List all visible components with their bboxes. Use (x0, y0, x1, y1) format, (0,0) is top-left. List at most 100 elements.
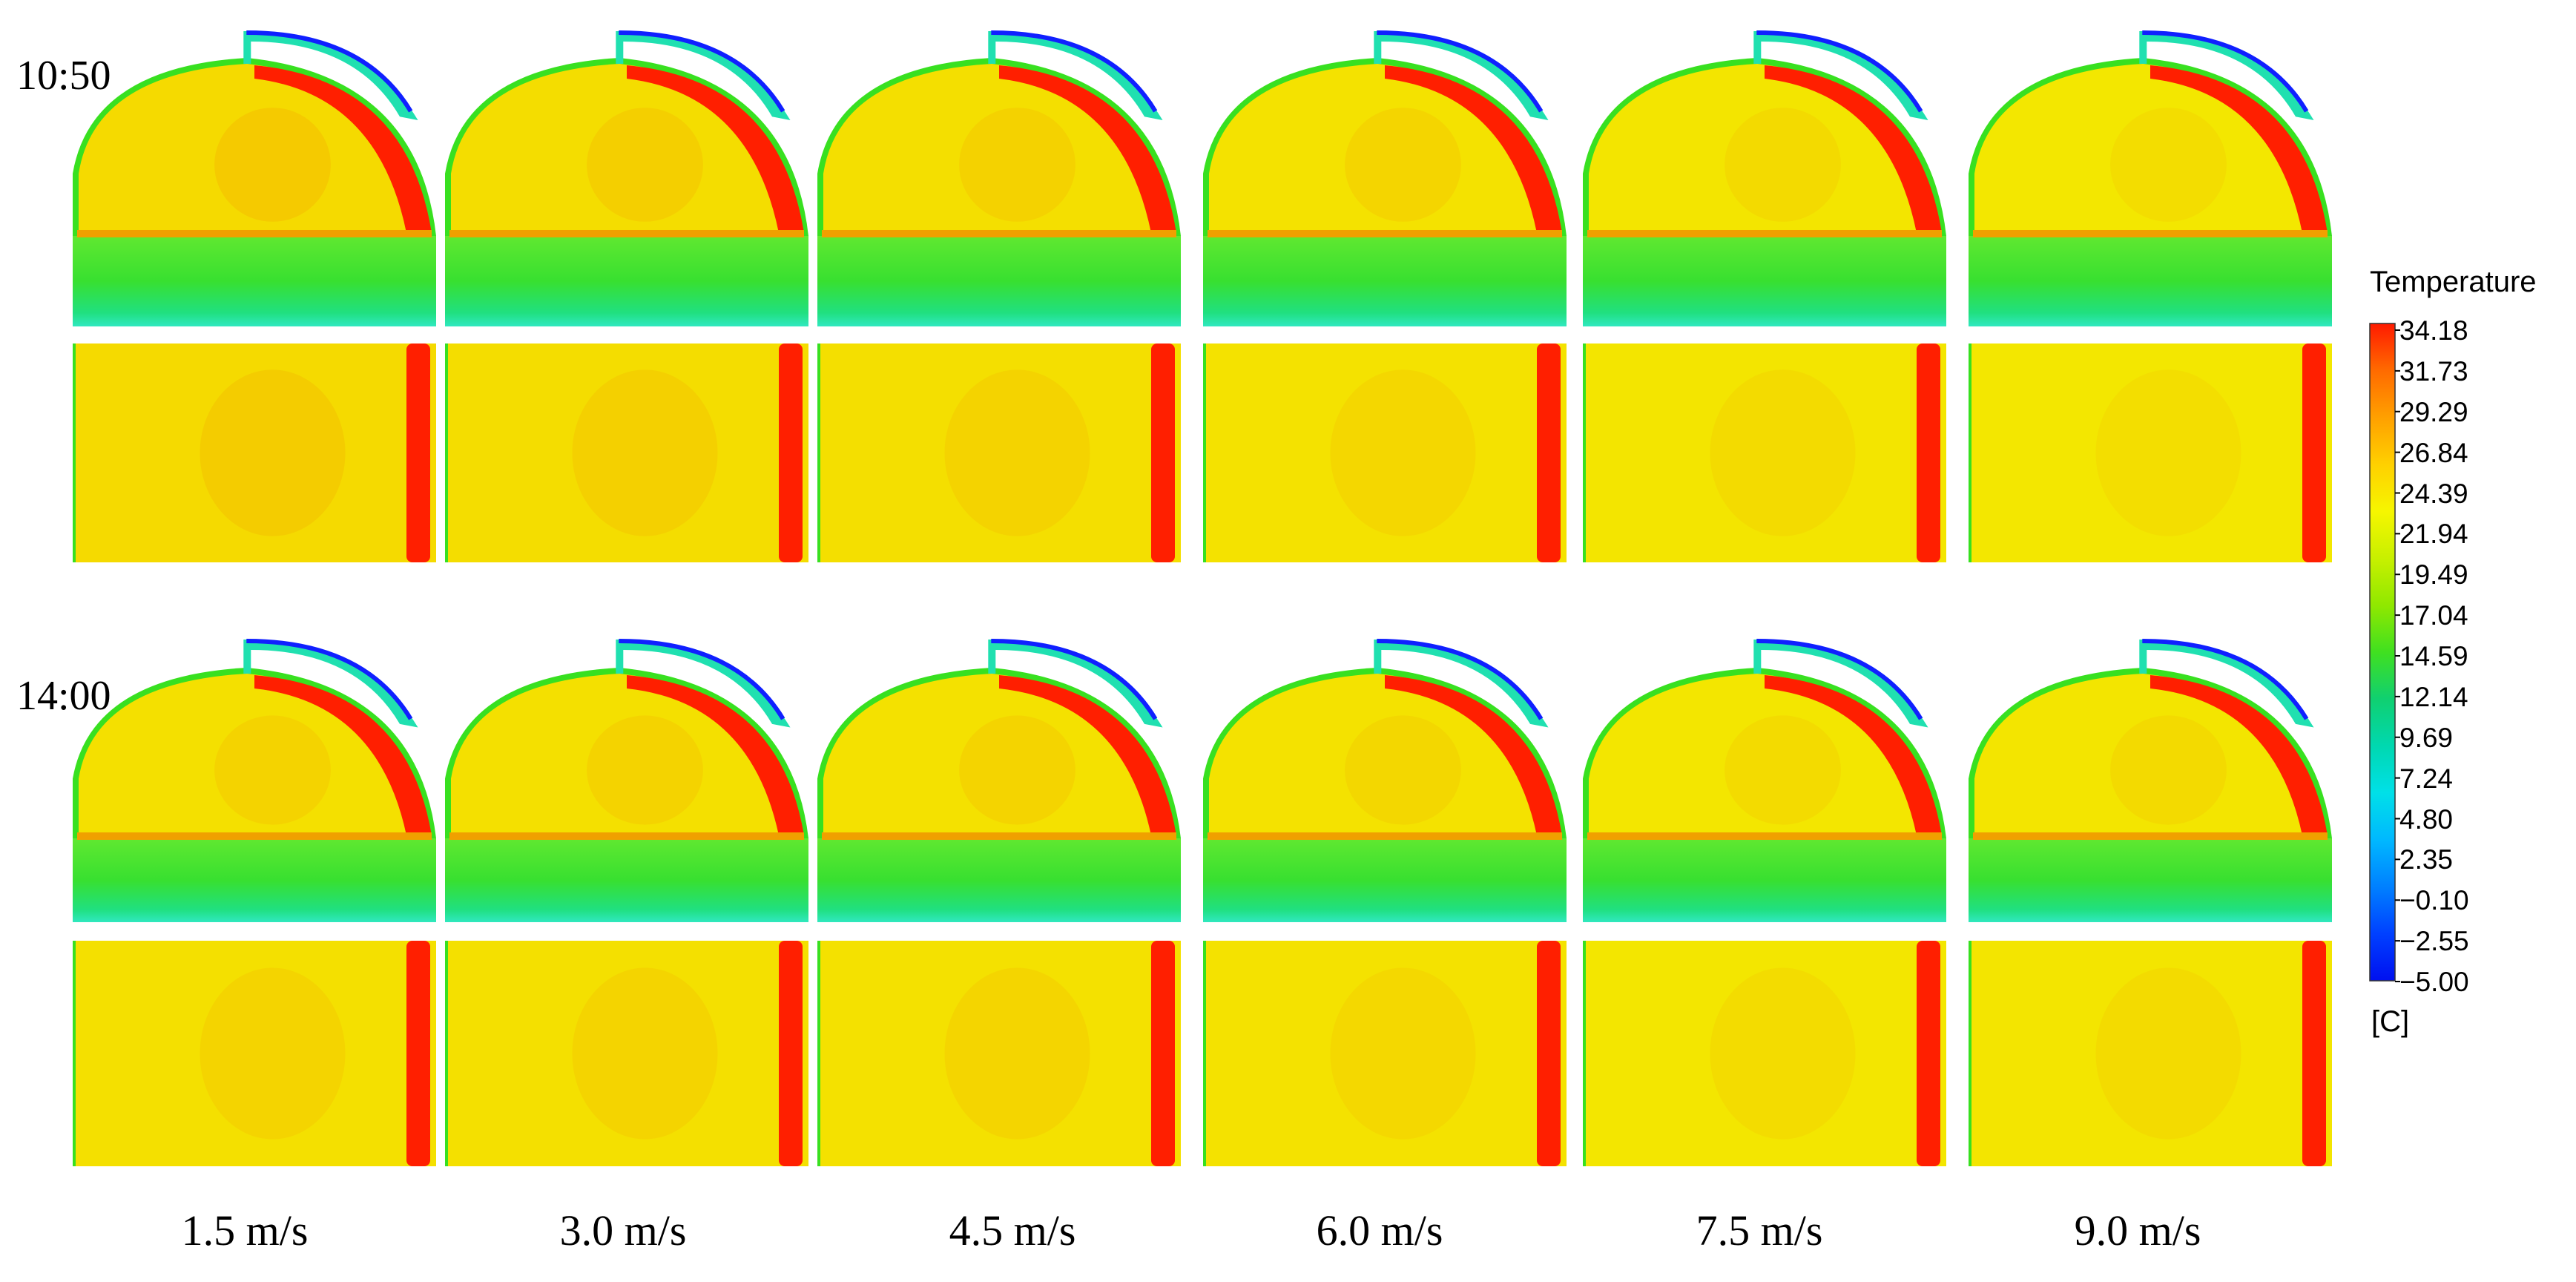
plan-edge (73, 941, 76, 1166)
vent-cold-stream (991, 639, 1158, 720)
colorbar-tick-label: 34.18 (2399, 315, 2468, 346)
floor-line (1973, 230, 2328, 237)
warm-zone (214, 108, 331, 222)
floor-line (1973, 832, 2328, 840)
vent-cold-stream (1756, 30, 1923, 113)
plan-warm-zone (572, 967, 718, 1140)
soil-layer (1969, 236, 2332, 326)
vent-duct (616, 639, 791, 728)
north-wall-hot-band (2150, 675, 2328, 835)
vent-cold-stream (2142, 639, 2309, 720)
warm-zone (214, 715, 331, 825)
plan-warm-zone (1710, 967, 1856, 1140)
colorbar-title: Temperature (2370, 266, 2537, 298)
north-wall-hot-band (1765, 65, 1942, 233)
section-panel (73, 639, 436, 1166)
floor-line (1587, 230, 1942, 237)
plan-north-wall-band (1917, 343, 1940, 562)
warm-zone (587, 108, 703, 222)
soil-layer (1203, 838, 1567, 922)
plan-edge (1969, 941, 1971, 1166)
plan-edge (1203, 941, 1206, 1166)
colorbar-tick-label: 9.69 (2399, 722, 2454, 753)
vent-duct (1374, 639, 1549, 728)
floor-line (449, 230, 804, 237)
vent-duct (988, 30, 1163, 120)
north-wall-hot-band (2150, 65, 2328, 233)
colorbar-tick-label: 4.80 (2399, 803, 2454, 835)
plan-edge (1203, 343, 1206, 562)
plan-north-wall-band (779, 343, 803, 562)
warm-zone (1725, 108, 1841, 222)
section-panel (817, 30, 1181, 562)
plan-edge (445, 941, 448, 1166)
plan-edge (1969, 343, 1971, 562)
plan-warm-zone (1330, 967, 1476, 1140)
speed-label-3: 4.5 m/s (949, 1206, 1076, 1255)
plan-edge (817, 343, 820, 562)
plan-edge (1583, 343, 1586, 562)
soil-layer (445, 236, 808, 326)
speed-label-5: 7.5 m/s (1696, 1206, 1823, 1255)
warm-zone (587, 715, 703, 825)
colorbar-tick-label: 14.59 (2399, 641, 2468, 671)
colorbar-tick-label: 19.49 (2399, 559, 2468, 591)
colorbar-tick-label: 7.24 (2399, 763, 2454, 794)
vent-duct (243, 30, 418, 120)
north-wall-hot-band (1385, 65, 1562, 233)
colorbar-tick-label: −5.00 (2399, 967, 2469, 997)
speed-label-1: 1.5 m/s (181, 1206, 309, 1255)
section-panel (1203, 639, 1567, 1166)
plan-warm-zone (2095, 369, 2241, 536)
north-wall-hot-band (999, 675, 1176, 835)
soil-layer (445, 838, 808, 922)
soil-layer (1583, 838, 1946, 922)
plan-warm-zone (2095, 967, 2241, 1140)
colorbar-tick-label: −0.10 (2399, 885, 2469, 916)
vent-duct (2139, 30, 2314, 120)
plan-warm-zone (944, 369, 1090, 536)
vent-duct (1374, 30, 1549, 120)
floor-line (77, 832, 432, 840)
section-panel (1203, 30, 1567, 562)
plan-north-wall-band (2302, 343, 2326, 562)
soil-layer (817, 838, 1181, 922)
plan-north-wall-band (406, 941, 430, 1166)
vent-duct (616, 30, 791, 120)
colorbar-tick-label: 2.35 (2399, 844, 2454, 875)
section-panel (1969, 30, 2332, 562)
vent-duct (988, 639, 1163, 728)
temperature-colorbar (2369, 323, 2400, 982)
warm-zone (1725, 715, 1841, 825)
vent-cold-stream (991, 30, 1158, 113)
vent-duct (2139, 639, 2314, 728)
north-wall-hot-band (627, 675, 804, 835)
vent-cold-stream (246, 30, 413, 113)
warm-zone (2110, 715, 2227, 825)
floor-line (1587, 832, 1942, 840)
speed-label-2: 3.0 m/s (559, 1206, 687, 1255)
speed-label-6: 9.0 m/s (2074, 1206, 2201, 1255)
vent-duct (243, 639, 418, 728)
soil-layer (73, 838, 436, 922)
colorbar-gradient (2369, 323, 2396, 982)
north-wall-hot-band (254, 675, 432, 835)
time-label-row1: 10:50 (16, 53, 111, 99)
vent-cold-stream (1756, 639, 1923, 720)
soil-layer (1203, 236, 1567, 326)
colorbar-tick-label: −2.55 (2399, 926, 2469, 957)
colorbar-tick-label: 12.14 (2399, 681, 2468, 712)
north-wall-hot-band (1765, 675, 1942, 835)
colorbar-tick-label: 17.04 (2399, 600, 2468, 631)
vent-duct (1753, 30, 1928, 120)
section-panel (1969, 639, 2332, 1166)
colorbar-unit: [C] (2371, 1005, 2410, 1038)
contour-panels (73, 30, 2332, 1166)
colorbar-tick-label: 31.73 (2399, 355, 2468, 387)
plan-edge (1583, 941, 1586, 1166)
section-panel (1583, 30, 1946, 562)
vent-cold-stream (1377, 30, 1544, 113)
warm-zone (959, 108, 1075, 222)
vent-cold-stream (1377, 639, 1544, 720)
